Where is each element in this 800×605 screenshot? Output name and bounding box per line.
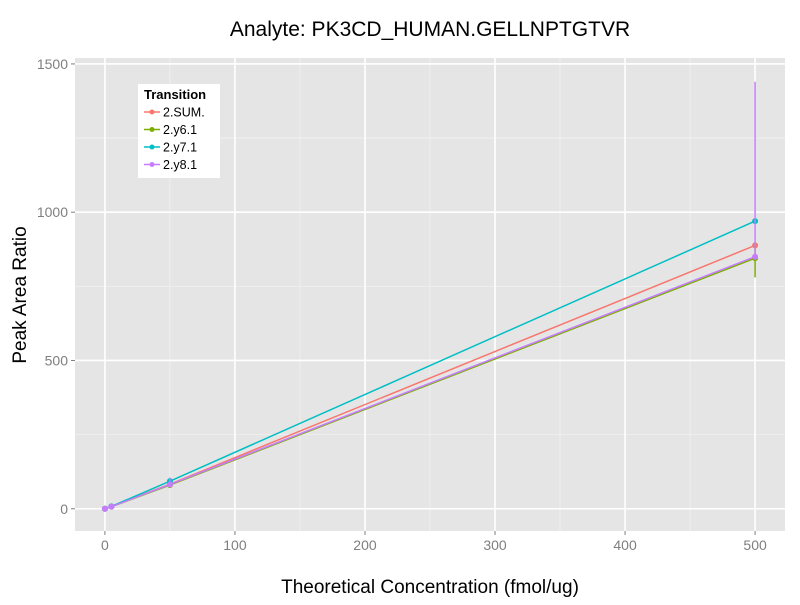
x-axis-label: Theoretical Concentration (fmol/ug)	[281, 577, 579, 598]
y-tick-label: 0	[60, 501, 68, 517]
y-tick-label: 1000	[37, 204, 68, 220]
legend-key-point	[149, 144, 155, 150]
data-point	[166, 481, 173, 488]
chart-title: Analyte: PK3CD_HUMAN.GELLNPTGTVR	[230, 18, 630, 41]
legend-key-point	[149, 162, 155, 167]
y-tick-label: 1500	[37, 56, 68, 72]
data-point	[108, 503, 115, 510]
legend-title: Transition	[144, 87, 206, 102]
legend-key-point	[149, 109, 155, 115]
series-line	[104, 255, 756, 510]
legend-label: 2.y7.1	[163, 141, 197, 155]
x-tick-label: 0	[101, 537, 109, 553]
legend-label: 2.y8.1	[163, 158, 197, 172]
x-tick-label: 100	[223, 537, 247, 553]
legend: Transition 2.SUM. 2.y6.1 2.y7.1 2.y8.1	[138, 84, 220, 178]
data-point	[752, 253, 759, 260]
legend-label: 2.SUM.	[163, 106, 205, 120]
y-axis-label: Peak Area Ratio	[10, 226, 31, 363]
data-point	[101, 505, 108, 512]
x-tick-label: 300	[483, 537, 507, 553]
x-tick-label: 400	[613, 537, 637, 553]
x-tick-label: 500	[743, 537, 767, 553]
legend-label: 2.y6.1	[163, 123, 197, 137]
series-2.y8.1	[101, 81, 759, 512]
y-tick-label: 500	[45, 352, 69, 368]
x-tick-label: 200	[353, 537, 377, 553]
legend-key-point	[149, 127, 155, 132]
